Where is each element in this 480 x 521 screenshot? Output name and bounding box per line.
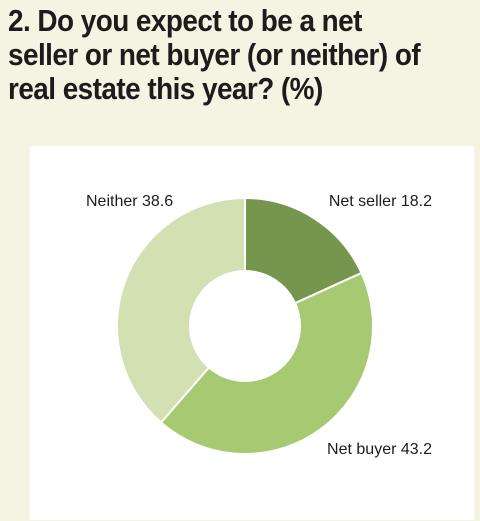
- label-net-seller: Net seller 18.2: [329, 193, 432, 210]
- page-title: 2. Do you expect to be a net seller or n…: [8, 3, 421, 106]
- slice-neither: [116, 196, 246, 424]
- label-neither: Neither 38.6: [86, 193, 173, 210]
- donut-chart: Net seller 18.2 Net buyer 43.2 Neither 38.…: [86, 193, 432, 458]
- chart-panel: Net seller 18.2 Net buyer 43.2 Neither 38.…: [30, 146, 474, 520]
- donut-hole: [189, 270, 301, 382]
- label-net-buyer: Net buyer 43.2: [327, 441, 432, 458]
- donut-labels: Net seller 18.2 Net buyer 43.2 Neither 38.…: [86, 193, 432, 458]
